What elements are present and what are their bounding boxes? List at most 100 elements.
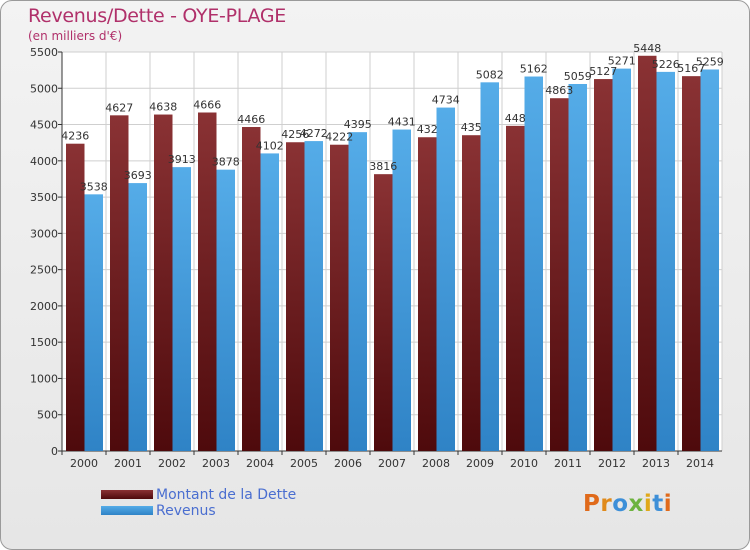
data-label-revenus: 5162: [520, 63, 548, 76]
data-label-revenus: 3913: [168, 153, 196, 166]
logo-letter: P: [583, 491, 601, 517]
data-label-revenus: 5226: [652, 58, 680, 71]
data-label-dette: 4627: [105, 101, 133, 114]
bar-dette: [330, 144, 349, 452]
proxiti-logo: Proxiti: [583, 491, 672, 517]
bar-revenus: [568, 83, 587, 451]
chart-subtitle: (en milliers d'€): [28, 29, 123, 43]
y-tick-label: 4500: [30, 119, 58, 132]
data-label-revenus: 4431: [388, 116, 416, 129]
bar-dette: [550, 98, 569, 451]
x-tick-label: 2008: [422, 457, 450, 470]
x-tick-label: 2004: [246, 457, 274, 470]
x-tick-label: 2000: [70, 457, 98, 470]
bar-revenus: [348, 132, 367, 451]
legend-label-dette: Montant de la Dette: [156, 487, 297, 503]
bar-revenus: [128, 183, 147, 451]
axis-layer: 0 500 1000 1500 2000 2500 3000 3500 4000 4500 5000…: [30, 46, 722, 470]
bar-dette: [242, 127, 261, 452]
data-label-dette: 5167: [677, 62, 705, 75]
data-label-dette: 4256: [281, 128, 309, 141]
logo-letter: t: [652, 491, 664, 517]
y-tick-label: 5500: [30, 46, 58, 59]
data-label-revenus: 4102: [256, 139, 284, 152]
y-tick-label: 2500: [30, 264, 58, 277]
data-label-dette: 435: [461, 121, 482, 134]
bar-dette: [374, 174, 393, 451]
data-label-revenus: 4272: [300, 127, 328, 140]
bar-dette: [418, 137, 437, 451]
bar-dette: [198, 112, 217, 452]
bar-dette: [506, 125, 525, 452]
data-label-dette: 4466: [237, 113, 265, 126]
y-tick-label: 500: [37, 409, 58, 422]
bar-revenus: [700, 69, 719, 451]
data-label-revenus: 5271: [608, 55, 636, 68]
legend-label-revenus: Revenus: [156, 503, 216, 519]
legend-swatch-revenus: [101, 506, 153, 515]
y-tick-label: 1500: [30, 336, 58, 349]
y-tick-label: 4000: [30, 155, 58, 168]
x-tick-label: 2007: [378, 457, 406, 470]
bar-dette: [682, 76, 701, 451]
logo-letter: x: [628, 491, 644, 517]
bar-revenus: [216, 169, 235, 451]
data-label-revenus: 5082: [476, 68, 504, 81]
logo-letter: r: [600, 491, 613, 517]
logo-letter: i: [643, 491, 653, 517]
x-tick-label: 2002: [158, 457, 186, 470]
y-tick-label: 3000: [30, 227, 58, 240]
bar-dette: [462, 135, 481, 451]
x-tick-label: 2013: [642, 457, 670, 470]
x-tick-label: 2001: [114, 457, 142, 470]
data-label-dette: 4638: [149, 101, 177, 114]
data-label-revenus: 3878: [212, 156, 240, 169]
data-label-dette: 3816: [369, 160, 397, 173]
bar-dette: [154, 114, 173, 451]
y-tick-label: 2000: [30, 300, 58, 313]
bar-revenus: [436, 107, 455, 451]
data-label-revenus: 3693: [124, 169, 152, 182]
data-label-revenus: 5259: [696, 55, 724, 68]
bar-revenus: [304, 141, 323, 451]
data-label-dette: 448: [505, 112, 526, 125]
y-tick-label: 5000: [30, 82, 58, 95]
data-label-revenus: 5059: [564, 70, 592, 83]
y-tick-label: 3500: [30, 191, 58, 204]
bar-revenus: [524, 76, 543, 452]
x-tick-label: 2003: [202, 457, 230, 470]
chart-title: Revenus/Dette - OYE-PLAGE: [28, 5, 286, 27]
data-label-layer: 4236 4627 4638 4666 4466 4256 4222 3816 432 435 44…: [61, 42, 724, 194]
bar-revenus: [480, 82, 499, 451]
bar-dette: [594, 79, 613, 452]
x-tick-label: 2012: [598, 457, 626, 470]
y-tick-label: 0: [51, 445, 58, 458]
x-tick-label: 2009: [466, 457, 494, 470]
data-label-dette: 4863: [545, 84, 573, 97]
data-label-dette: 4222: [325, 131, 353, 144]
data-label-dette: 4236: [61, 130, 89, 143]
data-label-revenus: 4395: [344, 118, 372, 131]
bar-revenus: [392, 129, 411, 451]
bar-dette: [66, 143, 85, 451]
x-tick-label: 2006: [334, 457, 362, 470]
y-tick-label: 1000: [30, 372, 58, 385]
x-tick-label: 2011: [554, 457, 582, 470]
data-label-revenus: 4734: [432, 94, 460, 107]
bar-revenus: [612, 68, 631, 451]
x-tick-label: 2014: [686, 457, 714, 470]
bar-revenus: [260, 153, 279, 451]
data-label-dette: 432: [417, 123, 438, 136]
logo-letter: o: [612, 491, 629, 517]
x-tick-label: 2005: [290, 457, 318, 470]
data-label-dette: 5448: [633, 42, 661, 55]
bar-dette: [110, 115, 129, 451]
bar-layer: [66, 55, 719, 452]
legend-swatch-dette: [101, 490, 153, 499]
logo-letter: i: [663, 491, 673, 517]
bar-revenus: [172, 167, 191, 451]
bar-dette: [638, 55, 657, 451]
bar-revenus: [656, 71, 675, 452]
